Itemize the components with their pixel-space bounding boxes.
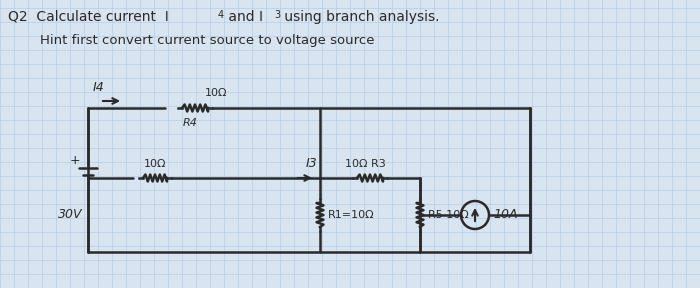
Text: +: + xyxy=(70,154,80,166)
Text: Hint first convert current source to voltage source: Hint first convert current source to vol… xyxy=(40,34,374,47)
Text: 30V: 30V xyxy=(57,209,83,221)
Text: R1=10Ω: R1=10Ω xyxy=(328,210,374,220)
Text: 10Ω R3: 10Ω R3 xyxy=(344,159,386,169)
Text: I4: I4 xyxy=(93,81,105,94)
Text: Q2  Calculate current  I: Q2 Calculate current I xyxy=(8,10,169,24)
Text: R5 10Ω: R5 10Ω xyxy=(428,210,469,220)
Text: 10A: 10A xyxy=(493,209,517,221)
Text: 10Ω: 10Ω xyxy=(144,159,167,169)
Text: using branch analysis.: using branch analysis. xyxy=(280,10,440,24)
Text: 10Ω: 10Ω xyxy=(205,88,228,98)
Text: 4: 4 xyxy=(218,10,224,20)
Text: 3: 3 xyxy=(274,10,280,20)
Text: R4: R4 xyxy=(183,118,197,128)
Text: I3: I3 xyxy=(306,157,318,170)
Text: and I: and I xyxy=(224,10,263,24)
